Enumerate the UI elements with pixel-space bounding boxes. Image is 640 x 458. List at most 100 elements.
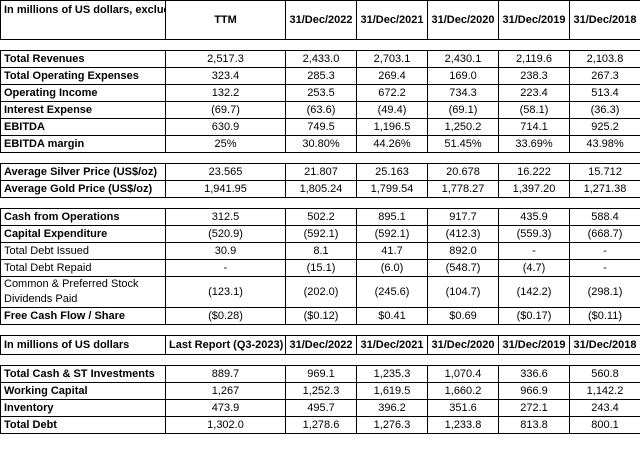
table-cell: (548.7) bbox=[427, 259, 499, 277]
column-header: 31/Dec/2021 bbox=[356, 335, 428, 355]
column-header: 31/Dec/2020 bbox=[427, 0, 499, 40]
table-cell: 813.8 bbox=[498, 416, 570, 434]
table-cell: ($0.12) bbox=[285, 307, 357, 325]
table-cell: - bbox=[569, 259, 640, 277]
table-cell: 169.0 bbox=[427, 67, 499, 85]
table-row: Common & Preferred Stock Dividends Paid(… bbox=[0, 276, 640, 308]
table-cell: 25.163 bbox=[356, 163, 428, 181]
table-cell: (49.4) bbox=[356, 101, 428, 119]
column-header: 31/Dec/2019 bbox=[498, 0, 570, 40]
table-cell: 630.9 bbox=[165, 118, 286, 136]
table-cell: 41.7 bbox=[356, 242, 428, 260]
table-cell: 323.4 bbox=[165, 67, 286, 85]
table-cell: (63.6) bbox=[285, 101, 357, 119]
table-cell: (142.2) bbox=[498, 276, 570, 308]
table-cell: 1,805.24 bbox=[285, 180, 357, 198]
table-cell: 43.98% bbox=[569, 135, 640, 153]
table-cell: 285.3 bbox=[285, 67, 357, 85]
table-cell: - bbox=[498, 242, 570, 260]
table-cell: 15.712 bbox=[569, 163, 640, 181]
table-cell: 1,302.0 bbox=[165, 416, 286, 434]
table-cell: 336.6 bbox=[498, 365, 570, 383]
table-cell: 1,267 bbox=[165, 382, 286, 400]
column-header: Last Report (Q3-2023) bbox=[165, 335, 286, 355]
table-cell: 966.9 bbox=[498, 382, 570, 400]
table-cell: (559.3) bbox=[498, 225, 570, 243]
table-cell: 20.678 bbox=[427, 163, 499, 181]
table-cell: 1,196.5 bbox=[356, 118, 428, 136]
row-label: Interest Expense bbox=[0, 101, 166, 119]
table-cell: 502.2 bbox=[285, 208, 357, 226]
table-cell: - bbox=[569, 242, 640, 260]
row-label: Total Operating Expenses bbox=[0, 67, 166, 85]
table-cell: 1,252.3 bbox=[285, 382, 357, 400]
table-row: Total Operating Expenses 323.4 285.3 269.4 1… bbox=[0, 67, 640, 85]
row-label: Total Debt Repaid bbox=[0, 259, 166, 277]
table-row: Total Revenues 2,517.3 2,433.0 2,703.1 2,430… bbox=[0, 50, 640, 68]
table-cell: 1,778.27 bbox=[427, 180, 499, 198]
table-cell: 495.7 bbox=[285, 399, 357, 417]
table-cell: 223.4 bbox=[498, 84, 570, 102]
column-header: 31/Dec/2018 bbox=[569, 335, 640, 355]
table-cell: (592.1) bbox=[285, 225, 357, 243]
table-cell: (520.9) bbox=[165, 225, 286, 243]
table-cell: 44.26% bbox=[356, 135, 428, 153]
table-cell: 1,941.95 bbox=[165, 180, 286, 198]
column-header: TTM bbox=[165, 0, 286, 40]
row-label: Total Revenues bbox=[0, 50, 166, 68]
table-cell: (668.7) bbox=[569, 225, 640, 243]
table-cell: 1,142.2 bbox=[569, 382, 640, 400]
table-cell: (6.0) bbox=[356, 259, 428, 277]
table-cell: 714.1 bbox=[498, 118, 570, 136]
table-cell: 8.1 bbox=[285, 242, 357, 260]
table-cell: 2,517.3 bbox=[165, 50, 286, 68]
table-cell: 1,799.54 bbox=[356, 180, 428, 198]
column-header: 31/Dec/2019 bbox=[498, 335, 570, 355]
table-cell: 1,271.38 bbox=[569, 180, 640, 198]
spacer-row bbox=[0, 152, 640, 164]
table-cell: (245.6) bbox=[356, 276, 428, 308]
table-cell: 30.9 bbox=[165, 242, 286, 260]
table-cell: 312.5 bbox=[165, 208, 286, 226]
table-cell: 51.45% bbox=[427, 135, 499, 153]
row-label: Common & Preferred Stock Dividends Paid bbox=[0, 276, 166, 308]
table-cell: 2,430.1 bbox=[427, 50, 499, 68]
table-cell: 917.7 bbox=[427, 208, 499, 226]
table-cell: (592.1) bbox=[356, 225, 428, 243]
table-cell: (58.1) bbox=[498, 101, 570, 119]
header-label: In millions of US dollars, excluding the… bbox=[0, 0, 166, 40]
table-cell: 1,250.2 bbox=[427, 118, 499, 136]
table-row: Total Debt Repaid - (15.1) (6.0) (548.7) (4.7… bbox=[0, 259, 640, 277]
table-cell: 396.2 bbox=[356, 399, 428, 417]
spacer-row bbox=[0, 39, 640, 51]
table-row: Total Debt 1,302.0 1,278.6 1,276.3 1,233.8 81… bbox=[0, 416, 640, 434]
spacer-row bbox=[0, 197, 640, 209]
table-cell: 895.1 bbox=[356, 208, 428, 226]
row-label: Total Debt bbox=[0, 416, 166, 434]
table-cell: ($0.17) bbox=[498, 307, 570, 325]
spacer-row bbox=[0, 324, 640, 336]
table-cell: 272.1 bbox=[498, 399, 570, 417]
table-cell: (202.0) bbox=[285, 276, 357, 308]
column-header: 31/Dec/2018 bbox=[569, 0, 640, 40]
row-label: Average Silver Price (US$/oz) bbox=[0, 163, 166, 181]
table-cell: 800.1 bbox=[569, 416, 640, 434]
table-cell: 238.3 bbox=[498, 67, 570, 85]
table-row: Average Silver Price (US$/oz) 23.565 21.80… bbox=[0, 163, 640, 181]
financial-table: In millions of US dollars, excluding the… bbox=[0, 0, 640, 434]
table-cell: 513.4 bbox=[569, 84, 640, 102]
table-cell: (123.1) bbox=[165, 276, 286, 308]
column-header: 31/Dec/2021 bbox=[356, 0, 428, 40]
table-cell: 1,660.2 bbox=[427, 382, 499, 400]
table-cell: 253.5 bbox=[285, 84, 357, 102]
table-cell: 2,433.0 bbox=[285, 50, 357, 68]
table-row: EBITDA 630.9 749.5 1,196.5 1,250.2 714.1 925.2 bbox=[0, 118, 640, 136]
table-cell: 267.3 bbox=[569, 67, 640, 85]
table-row: Cash from Operations 312.5 502.2 895.1 917.7… bbox=[0, 208, 640, 226]
table-cell: (412.3) bbox=[427, 225, 499, 243]
table-cell: 588.4 bbox=[569, 208, 640, 226]
table-cell: (36.3) bbox=[569, 101, 640, 119]
row-label: EBITDA margin bbox=[0, 135, 166, 153]
table-cell: 889.7 bbox=[165, 365, 286, 383]
table-cell: 25% bbox=[165, 135, 286, 153]
